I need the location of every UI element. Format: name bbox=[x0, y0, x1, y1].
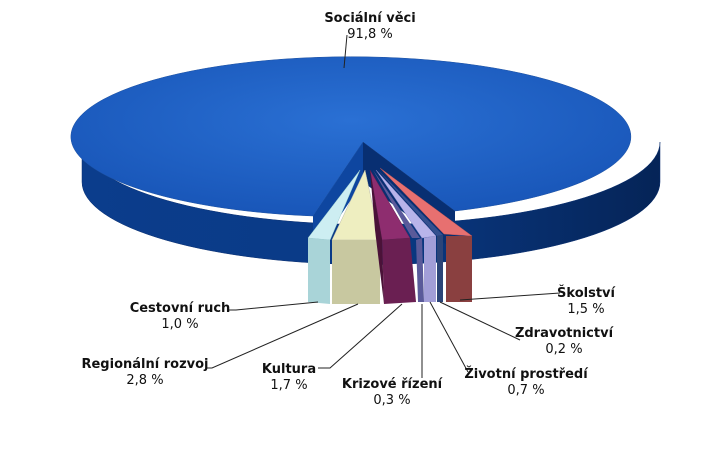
label-zivotni-prostredi-value: 0,7 % bbox=[507, 383, 544, 398]
leader-skolstvi bbox=[459, 292, 561, 301]
label-socialni-veci-value: 91,8 % bbox=[347, 27, 392, 42]
slice-krizove-rizeni bbox=[373, 170, 424, 302]
slice-regionalni-rozvoj-side bbox=[332, 240, 380, 304]
leader-socialni-veci bbox=[343, 34, 348, 69]
label-skolstvi-value: 1,5 % bbox=[567, 302, 604, 317]
slice-krizove-rizeni-side bbox=[416, 238, 424, 302]
slice-skolstvi-top bbox=[379, 167, 473, 237]
slice-socialni-veci-top bbox=[70, 56, 632, 217]
label-skolstvi: Školství 1,5 % bbox=[557, 285, 616, 317]
label-regionalni-rozvoj: Regionální rozvoj 2,8 % bbox=[81, 357, 208, 388]
label-kultura-name: Kultura bbox=[262, 362, 316, 377]
label-socialni-veci-name: Sociální věci bbox=[324, 11, 415, 26]
label-cestovni-ruch-name: Cestovní ruch bbox=[130, 301, 231, 316]
label-cestovni-ruch-value: 1,0 % bbox=[161, 317, 198, 332]
slice-skolstvi bbox=[379, 167, 473, 302]
label-krizove-rizeni-name: Krizové řízení bbox=[342, 377, 444, 392]
label-zdravotnictvi-value: 0,2 % bbox=[545, 342, 582, 357]
slice-zdravotnictvi-top bbox=[378, 170, 443, 236]
label-kultura-value: 1,7 % bbox=[270, 378, 307, 393]
leader-kultura bbox=[318, 303, 403, 369]
label-skolstvi-name: Školství bbox=[557, 285, 616, 301]
label-zivotni-prostredi: Životní prostředí 0,7 % bbox=[464, 366, 589, 398]
leader-regionalni-rozvoj bbox=[206, 303, 359, 369]
label-kultura: Kultura 1,7 % bbox=[262, 362, 316, 393]
leader-lines bbox=[206, 34, 561, 378]
slice-labels: Sociální věci 91,8 % Školství 1,5 % Zdra… bbox=[81, 11, 616, 408]
label-zdravotnictvi-name: Zdravotnictví bbox=[515, 326, 615, 341]
label-regionalni-rozvoj-value: 2,8 % bbox=[126, 373, 163, 388]
slice-kultura-inner bbox=[370, 170, 384, 304]
slice-zdravotnictvi bbox=[378, 170, 443, 302]
slice-zivotni-prostredi bbox=[375, 169, 437, 302]
leader-cestovni-ruch bbox=[229, 301, 319, 311]
label-krizove-rizeni: Krizové řízení 0,3 % bbox=[342, 377, 444, 408]
label-zdravotnictvi: Zdravotnictví 0,2 % bbox=[515, 326, 615, 357]
slice-skolstvi-side bbox=[446, 236, 472, 302]
label-zivotni-prostredi-name: Životní prostředí bbox=[464, 366, 589, 382]
slice-cestovni-ruch-side bbox=[308, 238, 330, 304]
slice-krizove-rizeni-top bbox=[373, 170, 420, 238]
label-regionalni-rozvoj-name: Regionální rozvoj bbox=[81, 357, 208, 372]
label-krizove-rizeni-value: 0,3 % bbox=[373, 393, 410, 408]
slice-cestovni-ruch bbox=[307, 169, 361, 304]
slice-kultura-side bbox=[382, 238, 416, 304]
slice-socialni-veci-side bbox=[81, 141, 661, 265]
slice-zivotni-prostredi-top bbox=[375, 169, 437, 239]
slice-kultura bbox=[369, 169, 416, 304]
slice-regionalni-rozvoj bbox=[331, 169, 381, 304]
leader-zivotni-prostredi bbox=[429, 301, 469, 373]
slice-zdravotnictvi-side bbox=[437, 235, 443, 302]
label-cestovni-ruch: Cestovní ruch 1,0 % bbox=[130, 301, 231, 332]
leader-zdravotnictvi bbox=[439, 301, 521, 341]
label-socialni-veci: Sociální věci 91,8 % bbox=[324, 11, 415, 42]
slice-zivotni-prostredi-side bbox=[424, 236, 436, 302]
